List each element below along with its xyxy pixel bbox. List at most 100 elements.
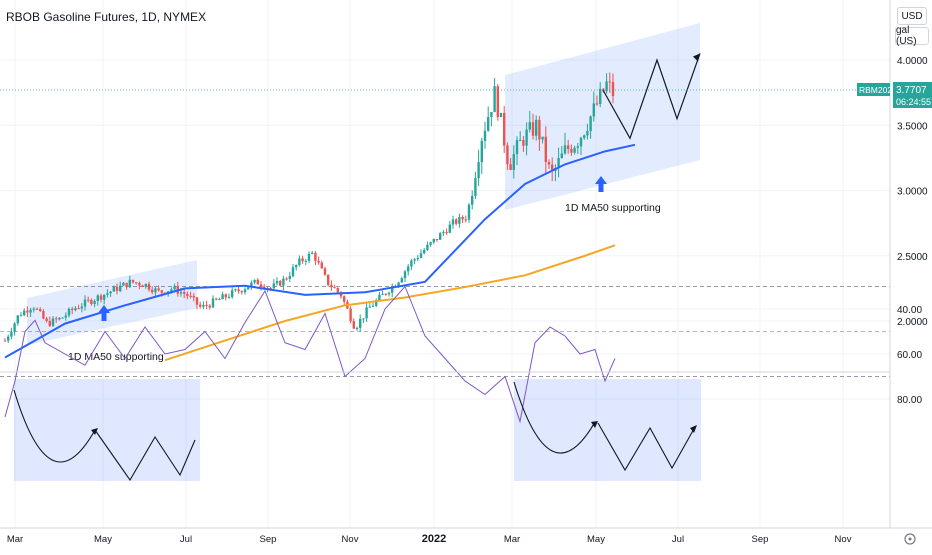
candle-body xyxy=(317,260,320,263)
ma50-line xyxy=(4,143,636,359)
candle-body xyxy=(608,81,611,83)
candle-body xyxy=(563,145,567,154)
candle-body xyxy=(483,130,487,141)
ma50-annotation-left: 1D MA50 supporting xyxy=(68,351,164,363)
ma200-line xyxy=(164,244,616,362)
candle-body xyxy=(333,287,336,289)
candle-body xyxy=(506,145,509,165)
candle-body xyxy=(279,280,282,286)
candle-body xyxy=(445,232,448,234)
volume-unit-button[interactable]: gal (US) xyxy=(895,25,929,47)
candle-body xyxy=(179,292,183,294)
candle-body xyxy=(231,290,234,297)
candle-body xyxy=(419,253,423,258)
last-price-tag xyxy=(893,82,932,108)
candle-body xyxy=(259,284,263,287)
candle-body xyxy=(336,288,339,293)
candle-body xyxy=(407,266,410,272)
candle-body xyxy=(605,81,608,92)
candle-body xyxy=(115,286,119,292)
rsi-pane xyxy=(0,372,890,528)
candle-body xyxy=(99,295,103,300)
candle-body xyxy=(71,308,74,311)
candle-body xyxy=(48,320,51,326)
candle-body xyxy=(7,336,10,341)
candle-body xyxy=(195,297,199,305)
y-tick-label: 3.5000 xyxy=(897,121,928,132)
candle-body xyxy=(96,295,99,302)
candle-body xyxy=(51,318,55,326)
candle-body xyxy=(538,119,541,140)
currency-unit-button[interactable]: USD xyxy=(897,7,927,25)
candle-body xyxy=(112,286,115,292)
candle-body xyxy=(592,103,595,117)
candle-body xyxy=(570,149,573,153)
candle-body xyxy=(477,162,480,179)
candle-body xyxy=(13,323,16,332)
candle-body xyxy=(301,258,304,262)
countdown-label: 06:24:55 xyxy=(896,97,931,107)
candle-body xyxy=(512,154,515,170)
candle-body xyxy=(435,239,439,241)
candle-body xyxy=(611,81,615,97)
candle-body xyxy=(243,289,247,293)
candle-body xyxy=(160,290,163,293)
price-pane xyxy=(0,0,890,372)
candle-body xyxy=(119,285,122,292)
candle-body xyxy=(42,310,45,319)
candle-body xyxy=(298,258,301,265)
rsi-arrowhead-3 xyxy=(690,425,697,433)
candle-body xyxy=(423,249,426,254)
candle-body xyxy=(138,282,141,286)
rsi-tick-label: 40.00 xyxy=(897,305,922,316)
candle-body xyxy=(19,315,23,317)
candle-body xyxy=(583,135,586,138)
candle-body xyxy=(474,178,477,197)
candle-body xyxy=(426,244,429,250)
y-tick-label: 3.0000 xyxy=(897,187,928,198)
candle-body xyxy=(461,216,464,220)
candle-body xyxy=(285,278,288,280)
candle-body xyxy=(295,264,298,268)
candle-body xyxy=(359,318,362,328)
candle-body xyxy=(330,284,333,288)
candle-body xyxy=(455,219,458,224)
candle-body xyxy=(307,253,311,261)
candle-body xyxy=(371,305,375,307)
candle-body xyxy=(10,331,13,337)
candle-body xyxy=(528,122,531,130)
candle-body xyxy=(151,289,154,293)
candle-body xyxy=(365,307,368,319)
rsi-cup-right xyxy=(513,381,596,454)
candle-body xyxy=(247,287,250,290)
candle-body xyxy=(320,262,323,269)
candle-body xyxy=(519,140,522,142)
candle-body xyxy=(323,268,327,275)
candle-body xyxy=(432,239,435,243)
candle-body xyxy=(125,282,128,288)
candle-body xyxy=(173,285,176,290)
candle-body xyxy=(189,295,192,297)
candle-body xyxy=(547,161,551,165)
candle-body xyxy=(128,279,131,288)
candle-body xyxy=(291,267,295,277)
candle-body xyxy=(503,112,506,146)
candle-body xyxy=(211,298,215,308)
rsi-cup-left xyxy=(13,389,96,463)
candle-body xyxy=(343,296,346,302)
candle-body xyxy=(384,293,387,295)
candle-body xyxy=(557,158,560,168)
candle-body xyxy=(170,289,173,292)
candle-body xyxy=(362,318,365,320)
candle-body xyxy=(55,318,58,320)
candle-body xyxy=(202,304,205,307)
candle-body xyxy=(23,310,26,316)
candle-body xyxy=(147,283,151,290)
candle-body xyxy=(237,289,240,292)
candle-body xyxy=(90,299,93,305)
candle-body xyxy=(397,282,400,287)
candle-body xyxy=(39,309,42,311)
candle-body xyxy=(3,340,7,342)
